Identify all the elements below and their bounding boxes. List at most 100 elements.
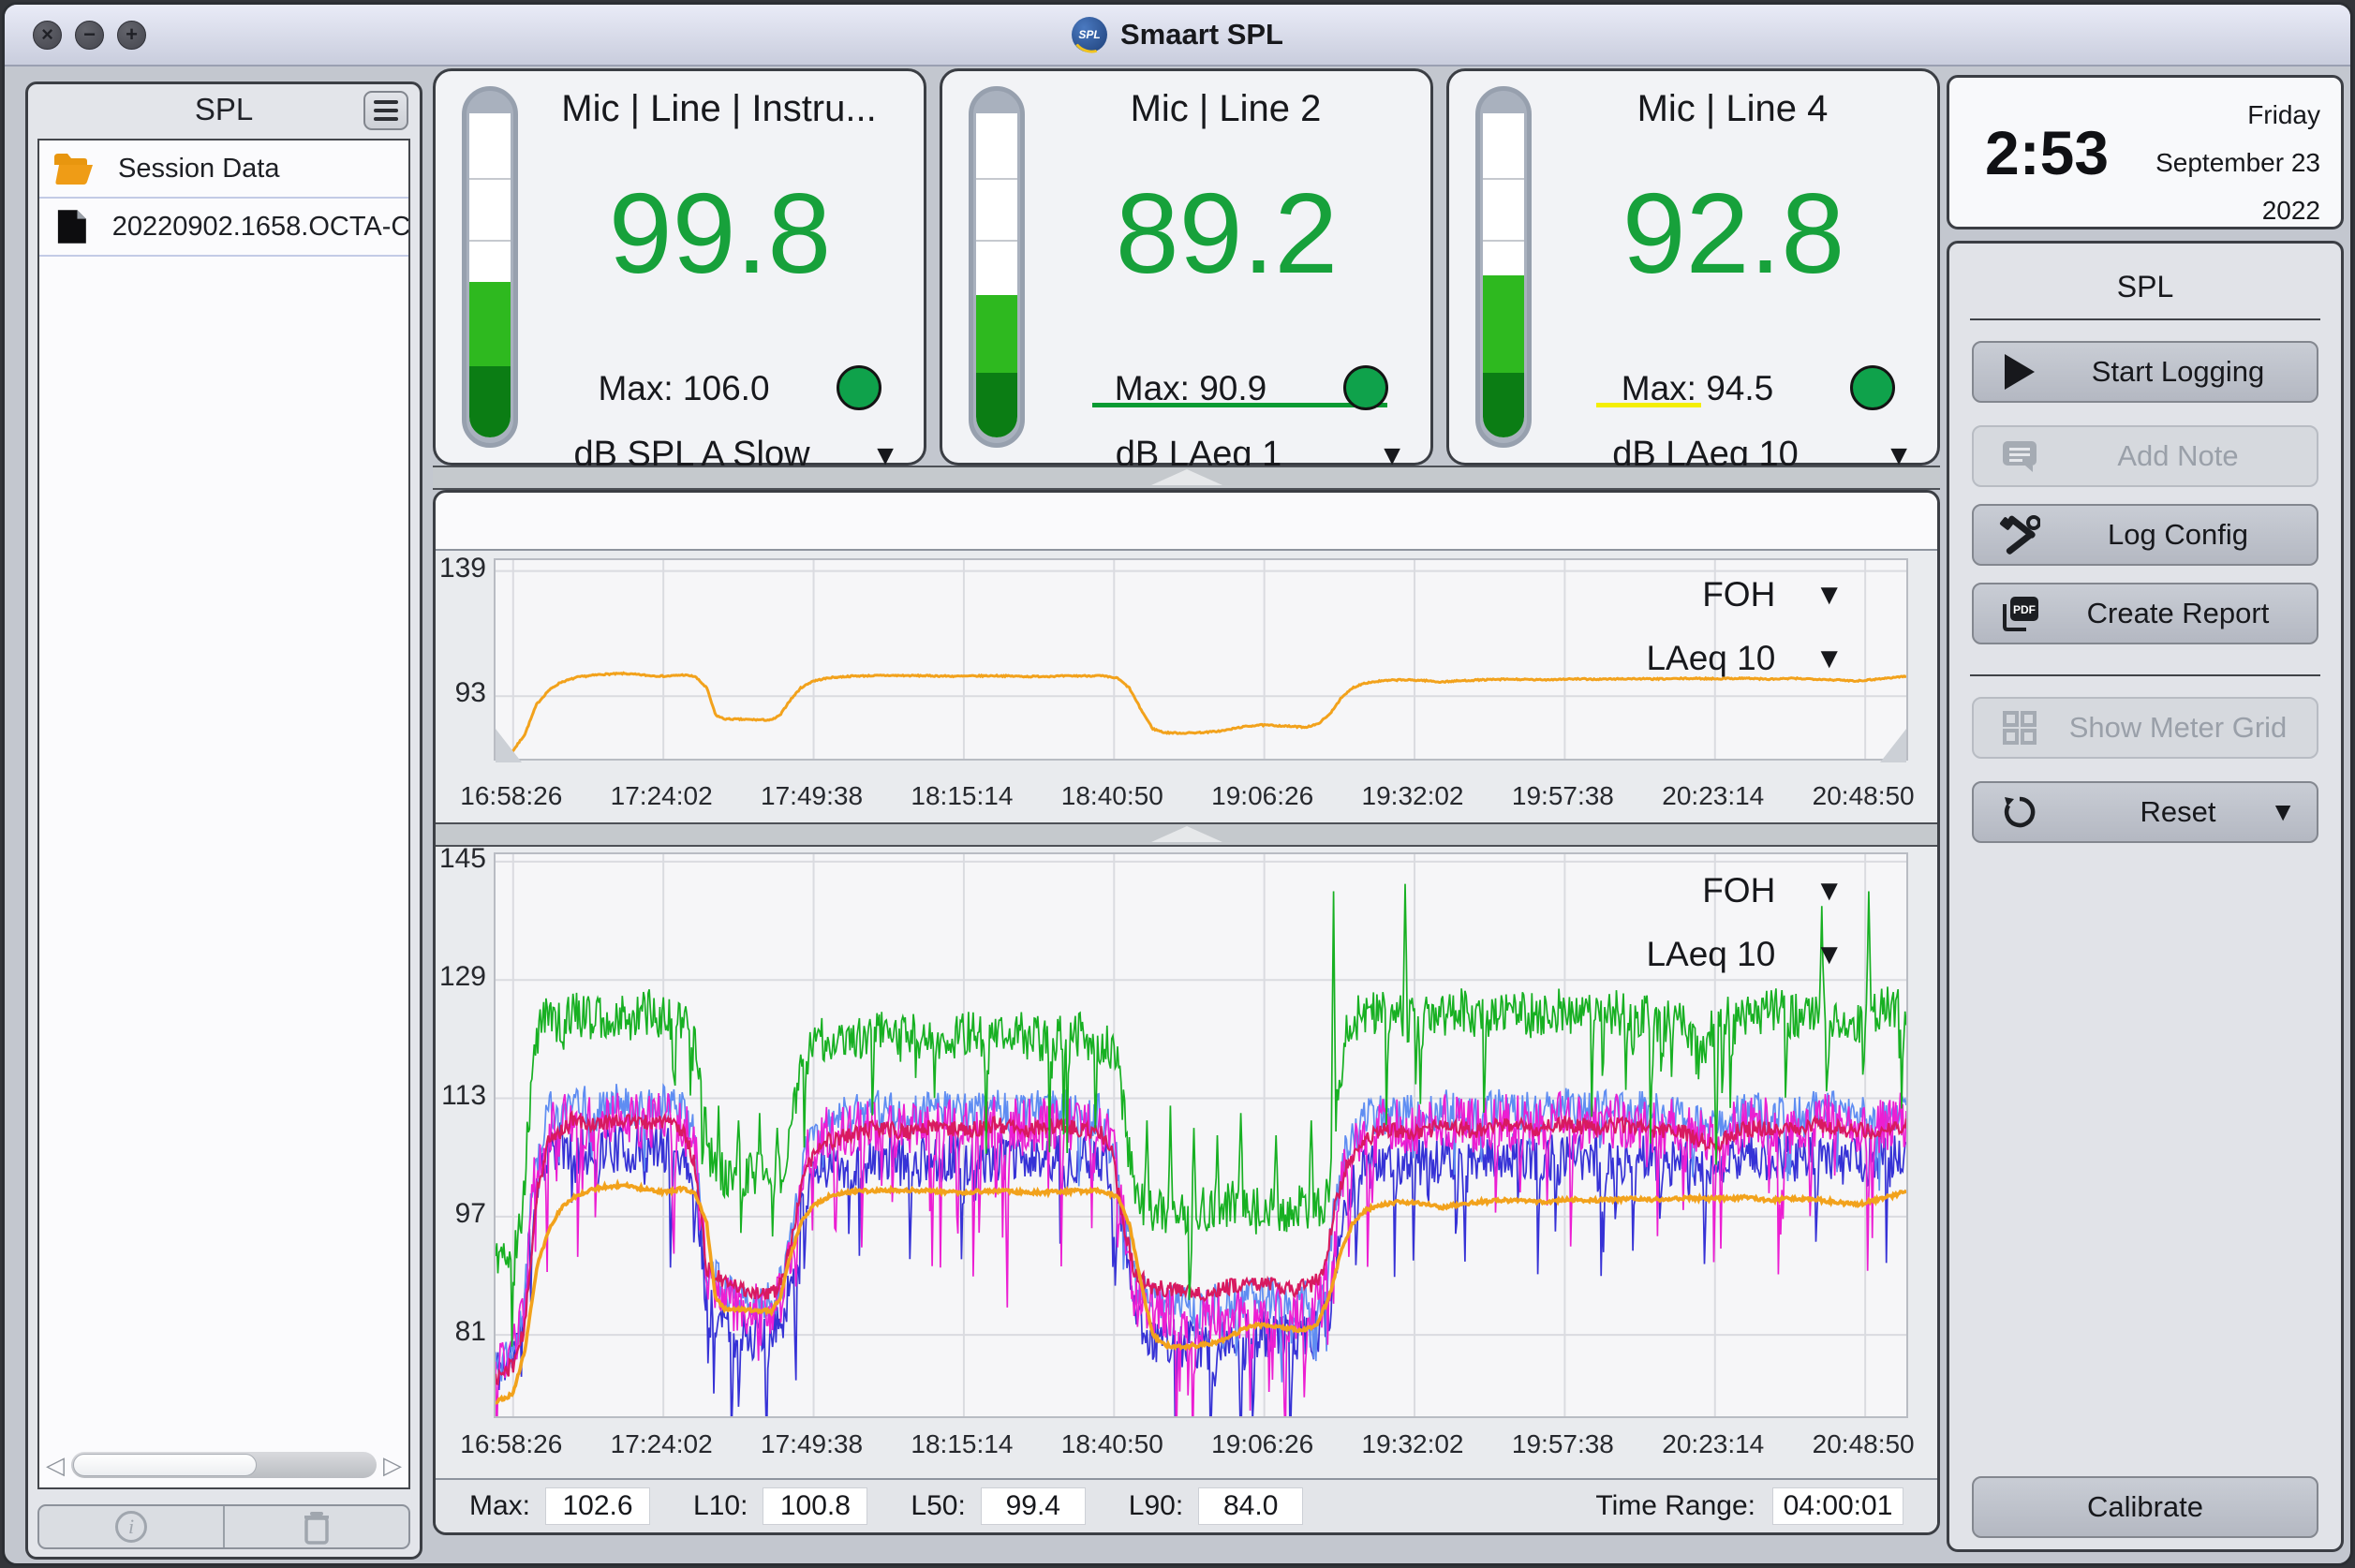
overview-chart: 1399316:58:2617:24:0217:49:3818:15:1418:… (436, 551, 1937, 822)
scrollbar-track[interactable] (71, 1452, 377, 1478)
folder-icon (52, 152, 94, 185)
y-axis-tick-label: 93 (437, 677, 486, 709)
actions-panel: SPL Start Logging Add Note (1947, 241, 2344, 1552)
stat-label: L50: (911, 1490, 965, 1522)
stat-value-l10: 100.8 (763, 1487, 867, 1525)
x-axis-tick-label: 17:49:38 (761, 1429, 863, 1459)
start-logging-button[interactable]: Start Logging (1972, 341, 2318, 403)
status-indicator (837, 365, 881, 410)
stat-value-l90: 84.0 (1198, 1487, 1303, 1525)
chevron-down-icon[interactable]: ▼ (2270, 797, 2296, 827)
x-axis-tick-label: 17:49:38 (761, 781, 863, 811)
hamburger-menu-button[interactable] (363, 91, 408, 130)
stat-label: L90: (1129, 1490, 1183, 1522)
button-label: Calibrate (1987, 1490, 2303, 1524)
pan-handle-right-icon[interactable] (1880, 729, 1906, 762)
x-axis-tick-label: 16:58:26 (460, 781, 562, 811)
x-axis-tick-label: 18:40:50 (1061, 1429, 1163, 1459)
y-axis-tick-label: 113 (437, 1080, 486, 1112)
clock-time: 2:53 (1985, 78, 2109, 227)
collapse-up-icon (1151, 469, 1222, 485)
clock-card: 2:53 Friday September 23 2022 (1947, 75, 2344, 229)
sidebar: SPL Session Data 20220902.1658.OCTA-CA (25, 81, 422, 1560)
x-axis-tick-label: 18:15:14 (911, 1429, 1013, 1459)
time-range-value[interactable]: 04:00:01 (1772, 1487, 1903, 1525)
divider (1970, 318, 2320, 320)
button-label: Start Logging (2052, 355, 2303, 389)
max-value-label: Max: 94.5 (1552, 369, 1843, 408)
create-report-button[interactable]: PDF Create Report (1972, 583, 2318, 644)
y-axis-tick-label: 145 (437, 843, 486, 875)
horizontal-scrollbar[interactable]: ◁ ▷ (39, 1444, 408, 1486)
zoom-button[interactable]: + (117, 21, 146, 50)
sidebar-title: SPL (28, 92, 420, 127)
meter-card-3: Mic | Line 4 92.8 Max: 94.5 dB LAeq 10 ▼ (1446, 68, 1940, 466)
clock-date: Friday September 23 2022 (2155, 91, 2320, 234)
calibrate-button[interactable]: Calibrate (1972, 1476, 2318, 1538)
legend-laeq-10[interactable]: LAeq 10▼ (1646, 935, 1844, 974)
info-button[interactable]: i (39, 1506, 223, 1547)
status-indicator (1343, 365, 1388, 410)
delete-button[interactable] (223, 1506, 408, 1547)
list-item-log-file[interactable]: 20220902.1658.OCTA-CA (39, 199, 408, 257)
scrollbar-thumb[interactable] (73, 1454, 257, 1476)
x-axis-tick-label: 19:32:02 (1362, 1429, 1464, 1459)
stats-bar: Max:102.6 L10:100.8 L50:99.4 L90:84.0 Ti… (436, 1478, 1937, 1532)
x-axis-tick-label: 20:23:14 (1662, 1429, 1764, 1459)
pdf-icon: PDF (1999, 595, 2040, 632)
spl-value: 89.2 (1032, 144, 1421, 322)
legend-foh[interactable]: FOH▼ (1702, 575, 1844, 614)
x-axis-tick-label: 20:23:14 (1662, 781, 1764, 811)
y-axis-tick-label: 139 (437, 553, 486, 584)
title-group: SPL Smaart SPL (1072, 17, 1283, 52)
list-item-session-data[interactable]: Session Data (39, 141, 408, 199)
tools-icon (1999, 515, 2040, 555)
chevron-down-icon[interactable]: ▼ (1814, 938, 1844, 971)
status-indicator (1850, 365, 1895, 410)
meter-title: Mic | Line 4 (1539, 88, 1926, 130)
x-axis-tick-label: 19:57:38 (1512, 1429, 1614, 1459)
close-button[interactable]: × (33, 21, 62, 50)
pan-handle-left-icon[interactable] (496, 729, 522, 762)
chevron-down-icon[interactable]: ▼ (1814, 642, 1844, 675)
log-config-button[interactable]: Log Config (1972, 504, 2318, 566)
time-range-label: Time Range: (1595, 1490, 1755, 1522)
titlebar: × − + SPL Smaart SPL (5, 5, 2350, 67)
list-item-label: Session Data (118, 154, 280, 185)
series-foh-laeq-10 (496, 673, 1906, 754)
legend-foh[interactable]: FOH ▼ (1702, 871, 1844, 910)
button-label: Show Meter Grid (2052, 711, 2303, 745)
x-axis-tick-label: 18:40:50 (1061, 781, 1163, 811)
legend-label: FOH (1702, 871, 1775, 910)
scroll-left-icon[interactable]: ◁ (39, 1451, 71, 1480)
detail-chart: 145129113978116:58:2617:24:0217:49:3818:… (436, 847, 1937, 1484)
minimize-button[interactable]: − (75, 21, 104, 50)
sidebar-footer: i (37, 1504, 410, 1549)
button-label: Add Note (2052, 439, 2303, 473)
collapse-handle-charts[interactable] (436, 822, 1937, 847)
spl-value: 99.8 (526, 144, 914, 322)
divider (1970, 674, 2320, 676)
actions-title: SPL (1949, 270, 2341, 304)
meter-bar (462, 86, 518, 448)
play-icon (2005, 354, 2035, 390)
grid-icon (2002, 710, 2037, 746)
scroll-right-icon[interactable]: ▷ (377, 1451, 408, 1480)
meter-card-1: Mic | Line | Instru... 99.8 Max: 106.0 d… (433, 68, 926, 466)
clock-weekday: Friday (2155, 91, 2320, 139)
max-value-label: Max: 90.9 (1045, 369, 1336, 408)
x-axis-tick-label: 18:15:14 (911, 781, 1013, 811)
collapse-handle-meters[interactable] (433, 466, 1940, 490)
reset-button[interactable]: Reset ▼ (1972, 781, 2318, 843)
chevron-down-icon[interactable]: ▼ (1814, 578, 1844, 612)
info-icon: i (115, 1511, 147, 1543)
stat-value-l50: 99.4 (981, 1487, 1086, 1525)
legend-laeq-10[interactable]: LAeq 10▼ (1646, 639, 1844, 678)
session-file-list: Session Data 20220902.1658.OCTA-CA ◁ ▷ (37, 139, 410, 1489)
button-label: Create Report (2052, 597, 2303, 630)
y-axis-tick-label: 97 (437, 1198, 486, 1230)
x-axis-tick-label: 19:57:38 (1512, 781, 1614, 811)
x-axis-tick-label: 19:06:26 (1211, 1429, 1313, 1459)
chevron-down-icon[interactable]: ▼ (1814, 874, 1844, 908)
trash-icon (301, 1509, 333, 1545)
